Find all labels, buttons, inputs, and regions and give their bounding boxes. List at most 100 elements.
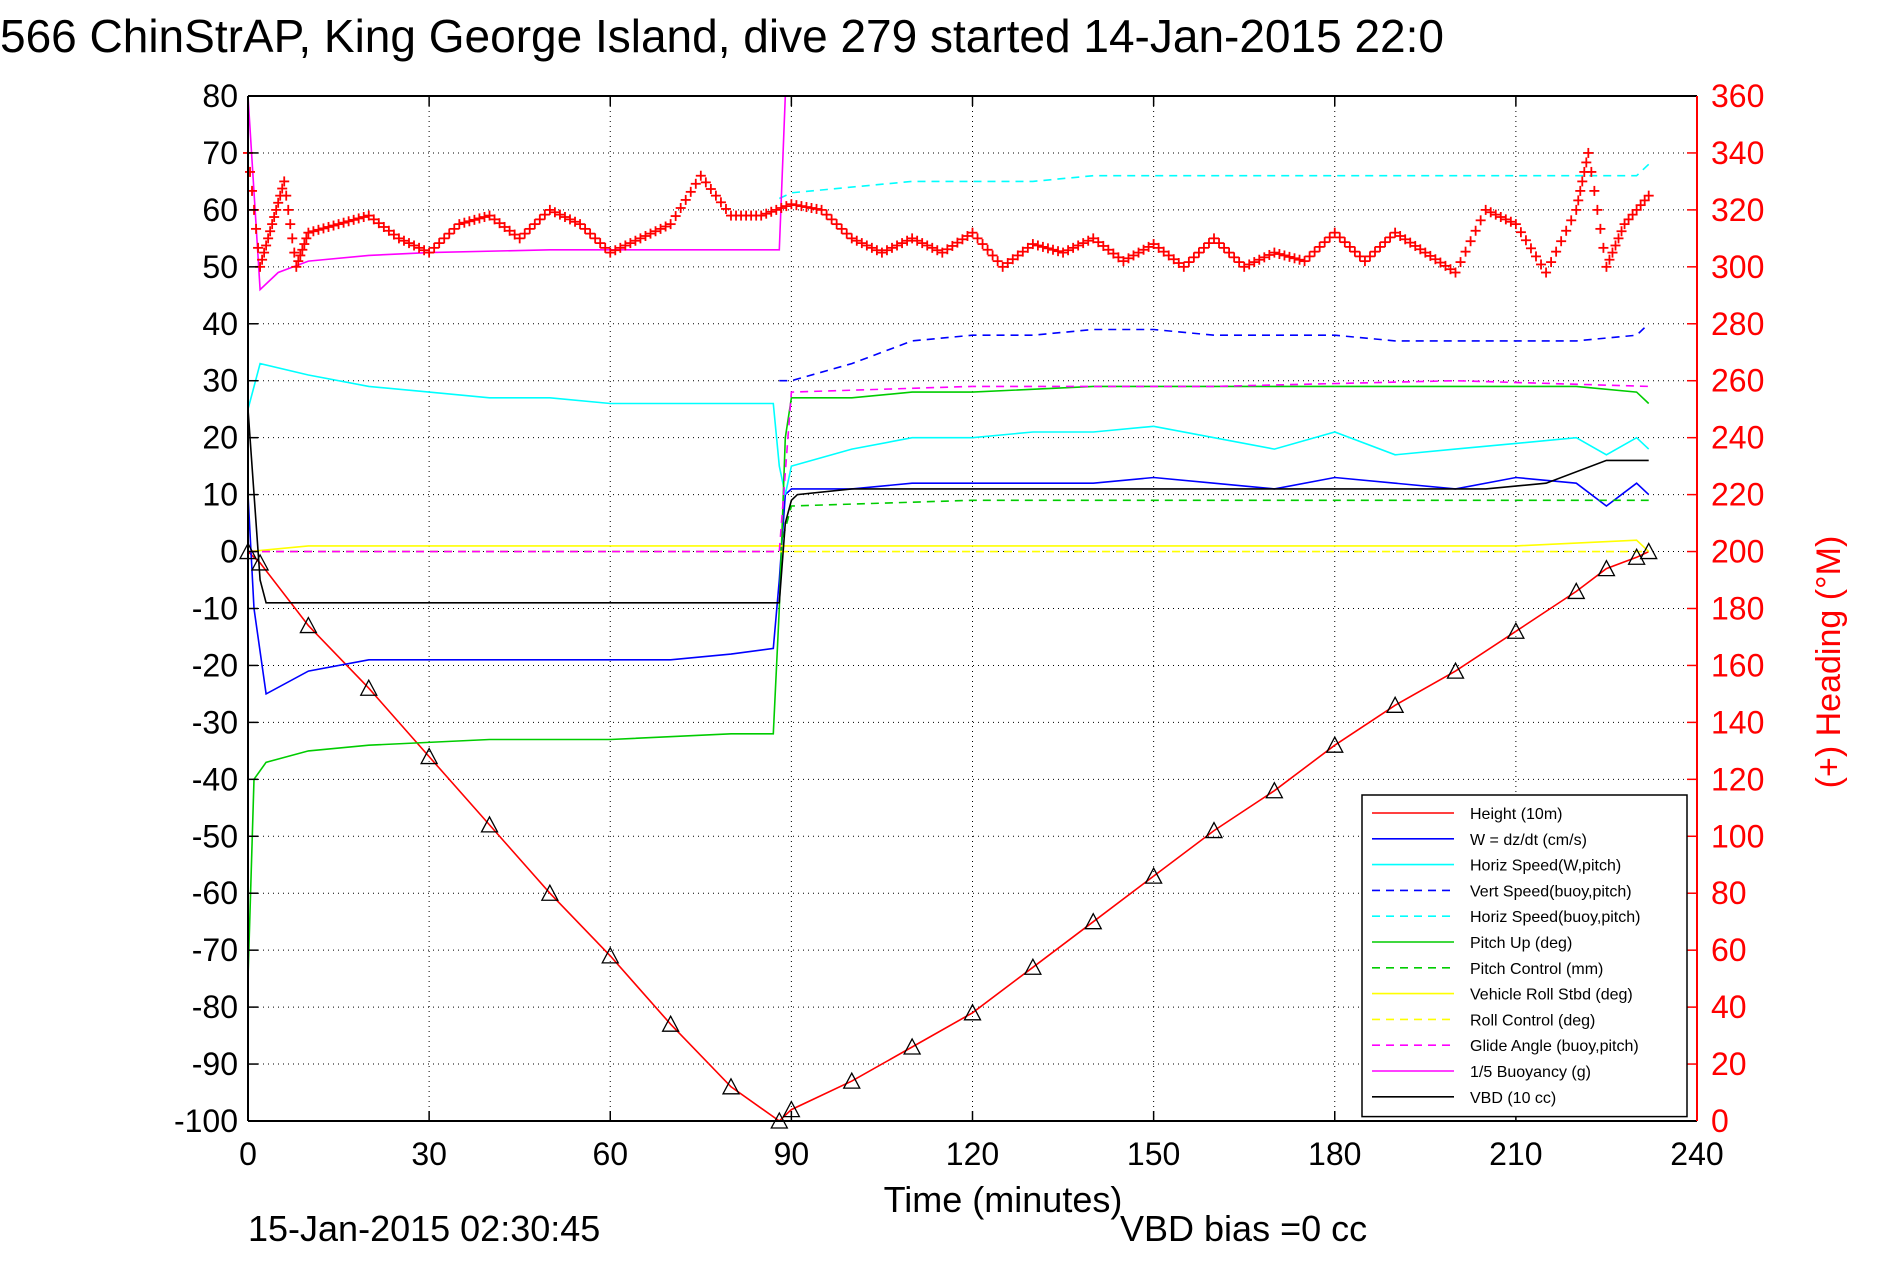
heading-point <box>368 214 379 225</box>
heading-point <box>261 240 272 251</box>
heading-point <box>922 240 933 251</box>
y-tick-label: 30 <box>202 363 238 399</box>
heading-point <box>1359 256 1370 267</box>
heading-point <box>1058 247 1069 258</box>
x-tick-label: 0 <box>239 1136 257 1172</box>
y2-tick-label: 340 <box>1711 135 1764 171</box>
heading-point <box>1068 242 1079 253</box>
heading-point <box>861 240 872 251</box>
heading-point <box>902 235 913 246</box>
heading-point <box>811 203 822 214</box>
heading-point <box>287 233 298 244</box>
heading-point <box>1435 257 1446 268</box>
heading-point <box>444 228 455 239</box>
heading-point <box>1163 250 1174 261</box>
heading-point <box>333 219 344 230</box>
heading-point <box>297 244 308 255</box>
heading-point <box>1133 247 1144 258</box>
heading-point <box>1480 204 1491 215</box>
heading-point <box>977 239 988 250</box>
heading-point <box>1002 258 1013 269</box>
heading-point <box>962 230 973 241</box>
heading-point <box>1032 240 1043 251</box>
heading-point <box>1229 252 1240 263</box>
heading-point <box>1289 253 1300 264</box>
heading-point <box>1541 267 1552 278</box>
heading-point <box>484 210 495 221</box>
heading-point <box>580 223 591 234</box>
heading-point <box>826 214 837 225</box>
x-tick-label: 240 <box>1670 1136 1723 1172</box>
heading-point <box>1012 250 1023 261</box>
heading-point <box>1395 230 1406 241</box>
heading-point <box>1219 242 1230 253</box>
heading-point <box>273 197 284 208</box>
heading-point <box>269 212 280 223</box>
heading-point <box>1598 242 1609 253</box>
heading-point <box>1073 240 1084 251</box>
heading-point <box>479 212 490 223</box>
heading-point <box>1604 254 1615 265</box>
heading-point <box>957 234 968 245</box>
height-marker <box>661 1014 680 1032</box>
heading-point <box>263 233 274 244</box>
heading-point <box>660 221 671 232</box>
y2-tick-label: 200 <box>1711 534 1764 570</box>
heading-point <box>328 220 339 231</box>
heading-point <box>285 219 296 230</box>
legend-label: Height (10m) <box>1470 806 1562 823</box>
heading-point <box>1113 252 1124 263</box>
heading-point <box>1138 244 1149 255</box>
heading-point <box>1415 244 1426 255</box>
legend-label: Pitch Control (mm) <box>1470 961 1603 978</box>
heading-point <box>308 226 319 237</box>
heading-point <box>1460 246 1471 257</box>
x-tick-label: 180 <box>1308 1136 1361 1172</box>
height-marker <box>299 616 318 634</box>
heading-point <box>892 240 903 251</box>
heading-point <box>590 233 601 244</box>
heading-point <box>600 242 611 253</box>
heading-point <box>271 204 282 215</box>
x-tick-label: 90 <box>774 1136 810 1172</box>
heading-point <box>1595 223 1606 234</box>
heading-point <box>299 239 310 250</box>
heading-point <box>318 223 329 234</box>
heading-point <box>259 247 270 258</box>
heading-point <box>1546 257 1557 268</box>
heading-point <box>1198 242 1209 253</box>
y-tick-label: -100 <box>174 1103 238 1139</box>
heading-point <box>1183 257 1194 268</box>
heading-point <box>267 219 278 230</box>
heading-point <box>831 219 842 230</box>
heading-point <box>942 244 953 255</box>
x-tick-label: 120 <box>946 1136 999 1172</box>
heading-point <box>291 261 302 272</box>
legend-label: Pitch Up (deg) <box>1470 935 1572 952</box>
heading-point <box>1284 251 1295 262</box>
heading-point <box>1601 261 1612 272</box>
heading-point <box>1037 241 1048 252</box>
heading-point <box>1103 244 1114 255</box>
y2-tick-label: 140 <box>1711 704 1764 740</box>
series-line <box>247 385 1650 979</box>
heading-point <box>605 247 616 258</box>
footer-vbd-bias: VBD bias =0 cc <box>1120 1208 1367 1249</box>
heading-point <box>1410 240 1421 251</box>
heading-point <box>1239 261 1250 272</box>
heading-point <box>301 233 312 244</box>
heading-point <box>1329 227 1340 238</box>
heading-point <box>1589 185 1600 196</box>
heading-point <box>1234 257 1245 268</box>
heading-point <box>257 254 268 265</box>
heading-point <box>1214 238 1225 249</box>
y2-tick-label: 260 <box>1711 363 1764 399</box>
heading-point <box>1188 252 1199 263</box>
heading-point <box>1470 225 1481 236</box>
legend: Height (10m) W = dz/dt (cm/s) Horiz Speed(… <box>1361 794 1688 1118</box>
heading-point <box>313 224 324 235</box>
heading-point <box>1592 204 1603 215</box>
heading-point <box>1053 246 1064 257</box>
heading-point <box>1616 226 1627 237</box>
y-tick-label: 50 <box>202 249 238 285</box>
